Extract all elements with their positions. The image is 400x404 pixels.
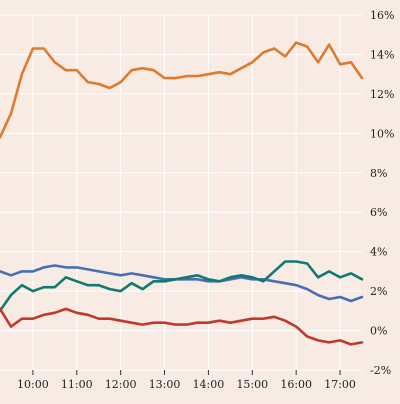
x-tick-label: 11:00 (61, 378, 93, 391)
y-tick-label: 2% (370, 285, 387, 298)
x-tick-label: 16:00 (280, 378, 312, 391)
series-line-3 (0, 260, 364, 313)
y-tick-label: 16% (370, 9, 394, 22)
x-axis: 10:00 11:00 12:00 13:00 14:00 15:00 16:00 17:00 (17, 370, 356, 391)
x-tick-label: 12:00 (105, 378, 137, 391)
x-tick-label: 13:00 (149, 378, 181, 391)
series-line-1 (0, 41, 364, 139)
y-tick-label: 6% (370, 206, 387, 219)
y-tick-label: -2% (370, 364, 391, 377)
y-axis: -2% 0% 2% 4% 6% 8% 10% 12% 14% 16% (370, 9, 394, 377)
grid-lines (0, 14, 362, 371)
x-tick-label: 14:00 (193, 378, 225, 391)
y-tick-label: 12% (370, 88, 394, 101)
x-tick-label: 17:00 (324, 378, 356, 391)
y-tick-label: 0% (370, 325, 387, 338)
x-tick-label: 10:00 (17, 378, 49, 391)
y-tick-label: 8% (370, 167, 387, 180)
y-tick-label: 14% (370, 48, 394, 61)
series-lines (0, 41, 364, 346)
y-tick-label: 10% (370, 127, 394, 140)
y-tick-label: 4% (370, 246, 387, 259)
series-line-4 (0, 307, 364, 346)
x-tick-label: 15:00 (236, 378, 268, 391)
